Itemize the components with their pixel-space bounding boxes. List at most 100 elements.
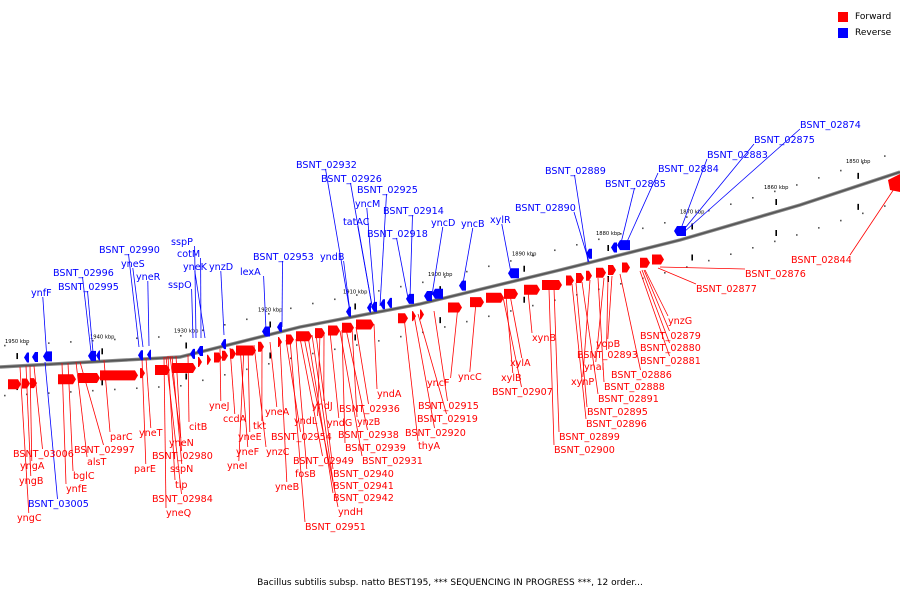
forward-gene-label: xynB	[532, 333, 556, 344]
forward-leader-line	[315, 333, 334, 470]
reverse-gene-label: yneK	[183, 262, 208, 273]
forward-leader-line	[355, 326, 369, 405]
reverse-gene-arrow	[138, 350, 143, 361]
forward-gene-label: BSNT_02938	[338, 430, 399, 441]
forward-gene-arrow	[236, 345, 256, 356]
reverse-gene-label: BSNT_02995	[58, 282, 119, 293]
forward-gene-label: tlp	[175, 480, 188, 491]
track-dot	[884, 155, 886, 157]
axis-ticks: 1950 kbp 1940 kbp 1930 kbp 1920 kbp 1910 kbp…	[5, 159, 871, 391]
track-dot	[488, 315, 490, 318]
reverse-gene-label: yncM	[355, 199, 380, 210]
track-dot	[70, 391, 72, 393]
forward-gene-label: yndL	[294, 416, 318, 427]
track-dot	[774, 240, 776, 243]
forward-gene-label: BSNT_03006	[13, 449, 74, 460]
forward-gene-label: BSNT_02899	[559, 432, 620, 443]
tick-mark	[16, 353, 18, 360]
reverse-label: Reverse	[855, 28, 892, 38]
forward-leader-line	[239, 346, 249, 448]
reverse-gene-arrow	[432, 288, 443, 299]
track-dot	[554, 249, 556, 252]
track-dot	[334, 348, 336, 351]
forward-gene-label: BSNT_02877	[696, 284, 757, 295]
reverse-gene-label: xylR	[490, 215, 511, 226]
reverse-gene-label: BSNT_02953	[253, 252, 314, 263]
forward-gene-label: BSNT_02879	[640, 331, 701, 342]
forward-leader-line	[657, 267, 697, 285]
forward-gene-label: tkt	[253, 421, 266, 432]
forward-gene-arrow	[315, 328, 325, 339]
forward-gene-label: BSNT_02941	[333, 481, 394, 492]
reverse-gene-arrow	[674, 226, 686, 236]
reverse-gene-label: BSNT_02990	[99, 245, 160, 256]
tick-mark-lower	[691, 254, 693, 261]
forward-gene-label: alsT	[87, 457, 107, 468]
track-dot	[4, 394, 6, 397]
forward-gene-arrow	[30, 378, 37, 389]
reverse-gene-label: sspP	[171, 237, 193, 248]
forward-gene-arrow	[155, 364, 170, 375]
tick-mark	[101, 348, 103, 355]
forward-gene-label: fosB	[295, 469, 316, 480]
track-dot	[312, 302, 314, 305]
gene-labels: BSNT_02874 BSNT_02875 BSNT_02883 BSNT_02884…	[13, 120, 861, 533]
forward-gene-arrow	[398, 313, 408, 324]
forward-gene-label: yneJ	[209, 401, 230, 412]
forward-gene-label: xynP	[571, 377, 594, 388]
figure-caption: Bacillus subtilis subsp. natto BEST195, …	[257, 578, 643, 588]
forward-gene-arrow	[58, 374, 76, 385]
reverse-leader-line	[194, 270, 206, 339]
reverse-gene-arrow	[387, 297, 392, 308]
forward-leader-line	[165, 356, 182, 495]
forward-gene-arrow	[524, 284, 540, 295]
track-dot	[840, 169, 842, 172]
legend-reverse: Reverse	[838, 25, 891, 41]
forward-gene-arrow	[296, 331, 312, 342]
forward-gene-arrow	[576, 273, 584, 283]
forward-leader-line	[373, 323, 378, 390]
forward-gene-label: ynzC	[266, 447, 290, 458]
forward-leader-line	[351, 327, 358, 418]
forward-gene-label: BSNT_02844	[791, 255, 852, 266]
tick-label: 1880 kbp	[596, 231, 621, 237]
reverse-leader-line	[128, 253, 140, 348]
track-dot	[818, 227, 820, 229]
track-dot	[774, 190, 776, 193]
track-dot	[114, 338, 116, 341]
forward-gene-label: BSNT_02891	[598, 394, 659, 405]
forward-leader-line	[169, 355, 182, 439]
forward-leader-line	[339, 330, 363, 457]
forward-gene-arrow	[78, 373, 100, 384]
forward-gene-label: ynzB	[357, 417, 380, 428]
reverse-gene-label: ynfF	[31, 288, 52, 299]
track-dot	[532, 254, 534, 257]
track-dot	[26, 393, 28, 396]
forward-gene-arrow	[140, 368, 145, 379]
forward-gene-arrow	[420, 309, 424, 320]
forward-gene-label: ynfE	[66, 484, 87, 495]
forward-gene-arrow	[214, 352, 222, 363]
track-dot	[290, 357, 292, 360]
reverse-leader-line	[44, 361, 58, 500]
tick-mark	[269, 321, 271, 328]
reverse-leader-line	[396, 237, 409, 299]
tick-label: 1850 kbp	[846, 159, 871, 165]
forward-gene-label: ccdA	[223, 414, 247, 425]
forward-leader-line	[641, 269, 670, 344]
track-dot	[510, 260, 512, 262]
track-dot	[884, 205, 886, 207]
forward-gene-arrow	[22, 378, 30, 389]
forward-gene-label: BSNT_02951	[305, 522, 366, 533]
forward-gene-label: BSNT_02880	[640, 343, 701, 354]
forward-gene-arrow	[286, 334, 294, 345]
forward-gene-label: BSNT_02936	[339, 404, 400, 415]
reverse-gene-arrow	[221, 339, 226, 350]
tick-mark	[523, 265, 525, 272]
tick-label: 1930 kbp	[174, 329, 199, 335]
forward-leader-line	[595, 277, 605, 363]
track-dot	[356, 344, 358, 346]
forward-leader-line	[33, 365, 43, 450]
forward-leader-line	[606, 276, 609, 351]
